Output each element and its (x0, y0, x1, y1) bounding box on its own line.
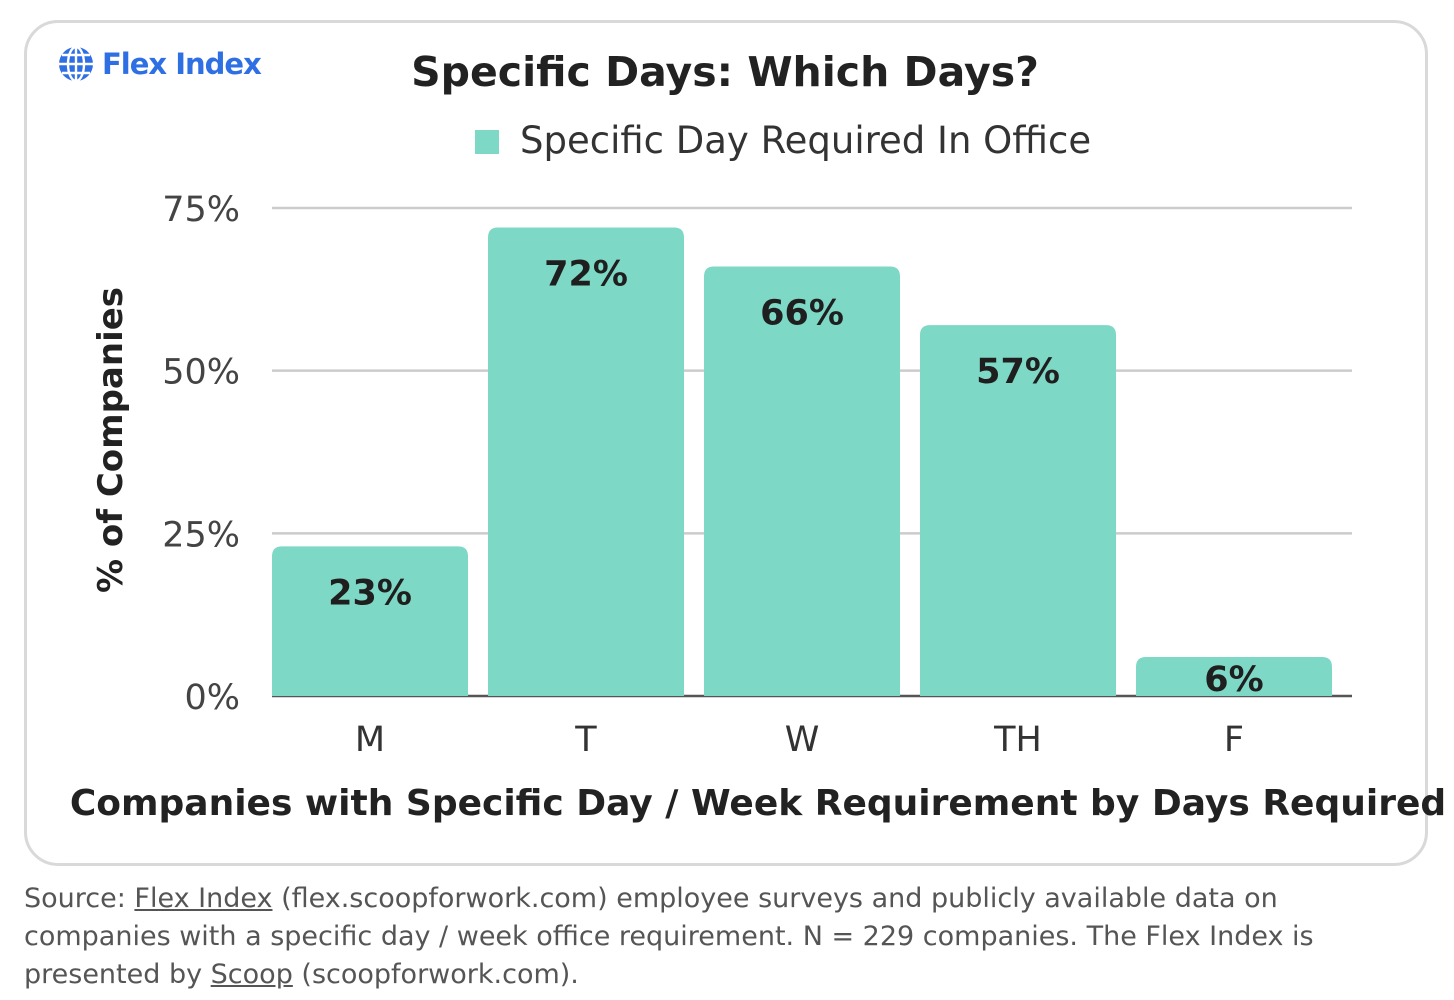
legend-swatch (475, 130, 499, 154)
x-tick-label: W (785, 720, 820, 760)
x-tick-label: M (355, 720, 385, 760)
y-axis-ticks: 0% 25% 50% 75% (162, 190, 240, 718)
x-tick-label: F (1224, 720, 1244, 760)
y-tick-label: 50% (162, 353, 240, 393)
data-label: 6% (1204, 660, 1263, 700)
footnote-line-3: presented by Scoop (scoopforwork.com). (24, 959, 579, 990)
footnote-line-2: companies with a specific day / week off… (24, 921, 1314, 952)
y-axis-label: % of Companies (91, 287, 131, 593)
bar-m (272, 546, 468, 696)
data-label: 23% (328, 573, 412, 613)
bar-th (920, 325, 1116, 696)
x-axis-label: Companies with Specific Day / Week Requi… (70, 783, 1446, 824)
brand-logo: Flex Index (56, 44, 262, 84)
y-tick-label: 75% (162, 190, 240, 230)
bar-f (1136, 656, 1332, 696)
globe-icon (59, 45, 93, 83)
bar-chart: Specific Days: Which Days? Specific Day … (70, 48, 1446, 824)
x-tick-label: TH (993, 720, 1042, 760)
data-label: 72% (544, 255, 628, 295)
source-footnote: Source: Flex Index (flex.scoopforwork.co… (24, 880, 1424, 994)
scoop-link[interactable]: Scoop (210, 959, 293, 990)
y-tick-label: 0% (184, 678, 240, 718)
footnote-line-1: Source: Flex Index (flex.scoopforwork.co… (24, 883, 1278, 914)
chart-title: Specific Days: Which Days? (411, 48, 1039, 96)
legend: Specific Day Required In Office (475, 119, 1091, 162)
brand-name: Flex Index (102, 47, 262, 81)
y-tick-label: 25% (162, 515, 240, 555)
x-tick-label: T (574, 720, 597, 760)
x-axis-ticks: M T W TH F (355, 720, 1244, 760)
data-label: 66% (760, 294, 844, 334)
bars: 23% 72% 66% 57% 6% (272, 227, 1332, 700)
flex-index-link[interactable]: Flex Index (134, 883, 273, 914)
legend-label: Specific Day Required In Office (520, 119, 1091, 162)
bar-t (488, 227, 684, 696)
bar-w (704, 266, 900, 696)
data-label: 57% (976, 352, 1060, 392)
